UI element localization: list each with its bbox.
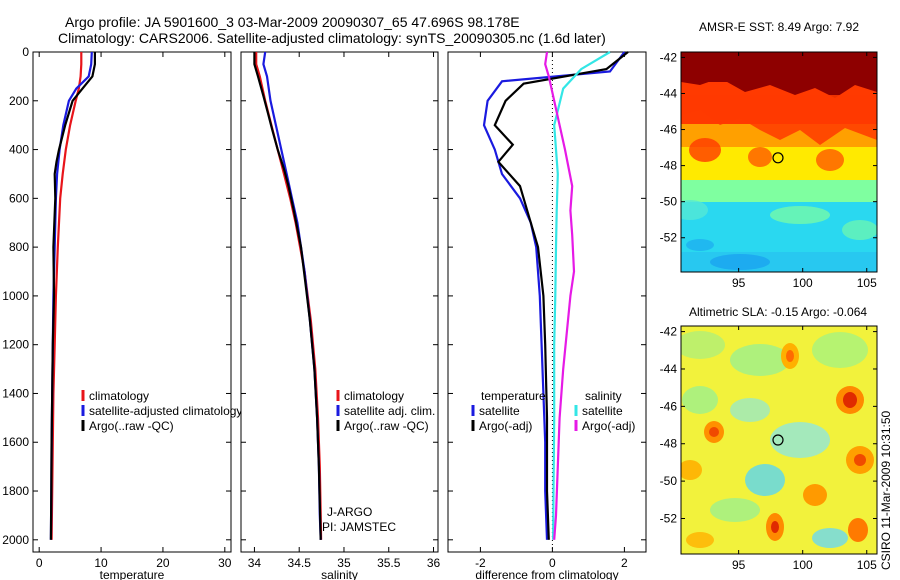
float-label: J-ARGO (327, 505, 372, 519)
x-tick-label: 35 (337, 556, 351, 570)
series-line-argo-raw-qc (49, 52, 97, 540)
series-line-temperature-argo-adj (493, 51, 629, 540)
sla-map-axes: 95 100 105 -42 -44 -46 -48 -50 -52 (660, 325, 878, 572)
figure-title-line1: Argo profile: JA 5901600_3 03-Mar-2009 2… (65, 14, 520, 30)
x-tick-label: 36 (427, 556, 441, 570)
legend-label: satellite (479, 404, 520, 418)
legend-label: satellite adj. clim. (344, 404, 435, 418)
x-tick-label: 34 (248, 556, 262, 570)
sla-float-marker (772, 434, 784, 446)
series-line-argo-raw-qc (253, 52, 322, 540)
y-tick-label: 1400 (2, 386, 29, 400)
legend-label: Argo(-adj) (582, 419, 635, 433)
y-tick-label: -46 (660, 123, 678, 137)
y-tick-label: 2000 (2, 533, 29, 547)
legend-label: temperature (481, 389, 546, 403)
sst-float-marker (772, 152, 784, 164)
y-tick-label: -46 (660, 399, 678, 413)
x-tick-label: 2 (621, 556, 628, 570)
y-tick-label: -52 (660, 231, 678, 245)
x-tick-label: 105 (857, 558, 877, 572)
x-axis-label: difference from climatology (475, 568, 618, 580)
sst-map-title: AMSR-E SST: 8.49 Argo: 7.92 (699, 20, 859, 34)
sst-heatmap (681, 52, 877, 272)
y-tick-label: -52 (660, 511, 678, 525)
y-tick-label: 800 (9, 240, 29, 254)
x-tick-label: 30 (218, 556, 232, 570)
series-line-temperature-satellite (482, 51, 626, 540)
y-tick-label: -44 (660, 362, 678, 376)
y-tick-label: 1600 (2, 435, 29, 449)
y-tick-label: 200 (9, 94, 29, 108)
y-tick-label: 600 (9, 191, 29, 205)
y-tick-label: 400 (9, 143, 29, 157)
legend-label: Argo(-adj) (479, 419, 532, 433)
y-tick-label: -42 (660, 325, 678, 339)
legend-label: Argo(..raw -QC) (344, 419, 429, 433)
legend-label: satellite-adjusted climatology (89, 404, 242, 418)
plot-frame (32, 51, 232, 553)
y-tick-label: 1800 (2, 484, 29, 498)
x-tick-label: 0 (549, 556, 556, 570)
x-tick-label: 10 (94, 556, 108, 570)
series-line-salinity-argo-adj (544, 51, 576, 540)
y-tick-label: 1200 (2, 338, 29, 352)
y-tick-label: -44 (660, 86, 678, 100)
map-frame (680, 51, 878, 273)
x-tick-label: 35.5 (377, 556, 401, 570)
y-tick-label: 1000 (2, 289, 29, 303)
x-tick-label: 95 (732, 558, 746, 572)
x-tick-label: 95 (732, 276, 746, 290)
x-tick-label: 100 (793, 276, 813, 290)
x-tick-label: 34.5 (288, 556, 312, 570)
x-axis-label: salinity (321, 568, 358, 580)
temperature-panel: 0 10 20 30 0 200 400 600 800 1000 1200 1400 1600 1800… (2, 45, 242, 580)
salinity-panel: 34 34.5 35 35.5 36 salinity climatologysatelli… (240, 51, 441, 580)
legend-label: salinity (585, 389, 622, 403)
series-line-salinity-satellite (552, 51, 611, 540)
x-axis-label: temperature (100, 568, 165, 580)
y-tick-label: -50 (660, 474, 678, 488)
sla-heatmap (681, 326, 877, 554)
x-tick-label: 0 (36, 556, 43, 570)
y-tick-label: 0 (22, 45, 29, 59)
sla-map-title: Altimetric SLA: -0.15 Argo: -0.064 (689, 305, 867, 319)
y-tick-label: -48 (660, 159, 678, 173)
legend-label: satellite (582, 404, 623, 418)
x-tick-label: -2 (475, 556, 486, 570)
map-frame (680, 325, 878, 555)
y-tick-label: -48 (660, 437, 678, 451)
y-tick-label: -42 (660, 50, 678, 64)
x-tick-label: 20 (156, 556, 170, 570)
figure-title-line2: Climatology: CARS2006. Satellite-adjuste… (58, 30, 606, 46)
y-tick-label: -50 (660, 195, 678, 209)
sst-map-axes: 95 100 105 -42 -44 -46 -48 -50 -52 (660, 50, 878, 290)
legend-label: climatology (344, 389, 404, 403)
x-tick-label: 105 (857, 276, 877, 290)
float-pi-label: PI: JAMSTEC (322, 520, 396, 534)
credit-timestamp: CSIRO 11-Mar-2009 10:31:50 (879, 410, 893, 570)
legend-label: climatology (89, 389, 149, 403)
x-tick-label: 100 (793, 558, 813, 572)
legend-label: Argo(..raw -QC) (89, 419, 174, 433)
